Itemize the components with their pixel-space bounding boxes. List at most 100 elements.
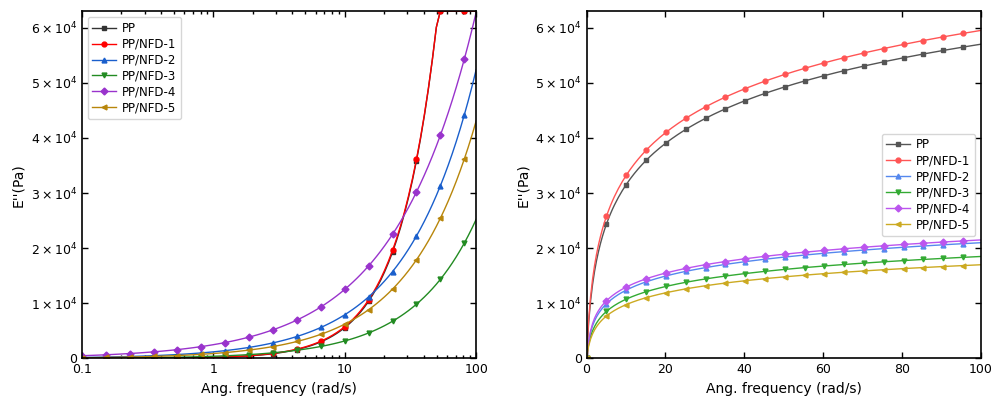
Line: PP/NFD-3: PP/NFD-3	[79, 217, 478, 361]
PP/NFD-1	[434, 9, 446, 13]
X-axis label: Ang. frequency (rad/s): Ang. frequency (rad/s)	[201, 382, 357, 396]
PP/NFD-4	[596, 303, 608, 308]
PP/NFD-1	[151, 356, 163, 361]
PP	[954, 45, 966, 50]
PP	[596, 234, 608, 239]
PP/NFD-3	[449, 254, 461, 259]
Line: PP/NFD-1: PP/NFD-1	[79, 9, 478, 361]
PP/NFD-3	[596, 313, 608, 318]
PP/NFD-2	[685, 268, 697, 273]
PP/NFD-3	[76, 356, 88, 361]
PP/NFD-4	[940, 239, 952, 244]
PP/NFD-4	[279, 323, 291, 328]
Legend: PP, PP/NFD-1, PP/NFD-2, PP/NFD-3, PP/NFD-4, PP/NFD-5: PP, PP/NFD-1, PP/NFD-2, PP/NFD-3, PP/NFD…	[87, 17, 181, 119]
Line: PP/NFD-1: PP/NFD-1	[584, 28, 982, 361]
Line: PP/NFD-2: PP/NFD-2	[79, 67, 478, 360]
Line: PP/NFD-5: PP/NFD-5	[584, 262, 982, 361]
PP/NFD-2	[653, 275, 665, 280]
PP/NFD-3	[685, 279, 697, 284]
PP/NFD-4	[311, 307, 323, 312]
PP/NFD-4	[685, 265, 697, 270]
PP/NFD-4	[974, 238, 986, 243]
Legend: PP, PP/NFD-1, PP/NFD-2, PP/NFD-3, PP/NFD-4, PP/NFD-5: PP, PP/NFD-1, PP/NFD-2, PP/NFD-3, PP/NFD…	[881, 133, 974, 236]
PP/NFD-3	[151, 355, 163, 360]
PP/NFD-5	[940, 264, 952, 269]
PP/NFD-4	[449, 85, 461, 90]
PP/NFD-1	[685, 112, 697, 117]
PP/NFD-4	[469, 10, 481, 15]
PP/NFD-1	[596, 227, 608, 232]
PP/NFD-2	[596, 306, 608, 311]
Line: PP: PP	[79, 9, 478, 361]
PP/NFD-2	[279, 337, 291, 342]
PP	[653, 145, 665, 150]
PP/NFD-1	[168, 356, 180, 361]
Line: PP/NFD-3: PP/NFD-3	[584, 254, 982, 361]
PP/NFD-3	[940, 256, 952, 260]
PP/NFD-5	[685, 285, 697, 290]
Line: PP/NFD-4: PP/NFD-4	[584, 238, 982, 368]
PP	[168, 356, 180, 361]
PP	[974, 42, 986, 47]
PP/NFD-2	[168, 352, 180, 357]
PP/NFD-2	[580, 356, 592, 361]
PP	[685, 123, 697, 128]
PP	[442, 9, 454, 13]
PP	[940, 47, 952, 52]
PP/NFD-1	[311, 340, 323, 345]
X-axis label: Ang. frequency (rad/s): Ang. frequency (rad/s)	[705, 382, 861, 396]
PP/NFD-2	[974, 240, 986, 245]
PP/NFD-3	[580, 356, 592, 361]
PP/NFD-5	[449, 179, 461, 184]
PP/NFD-3	[438, 272, 450, 277]
PP/NFD-1	[453, 9, 465, 13]
PP	[151, 356, 163, 361]
PP/NFD-3	[469, 217, 481, 222]
PP/NFD-4	[438, 122, 450, 127]
PP/NFD-1	[653, 135, 665, 140]
PP/NFD-5	[76, 355, 88, 360]
PP/NFD-3	[168, 355, 180, 360]
PP/NFD-5	[653, 292, 665, 297]
PP/NFD-2	[940, 242, 952, 247]
PP/NFD-1	[580, 356, 592, 361]
PP/NFD-2	[151, 353, 163, 358]
PP/NFD-2	[311, 327, 323, 332]
PP/NFD-1	[76, 356, 88, 361]
PP/NFD-5	[596, 317, 608, 322]
Line: PP/NFD-2: PP/NFD-2	[584, 240, 982, 361]
PP/NFD-5	[469, 118, 481, 123]
PP/NFD-4	[168, 348, 180, 352]
PP/NFD-4	[580, 363, 592, 368]
PP/NFD-3	[954, 255, 966, 260]
PP/NFD-5	[311, 333, 323, 338]
PP/NFD-2	[449, 139, 461, 144]
PP	[311, 341, 323, 346]
Line: PP: PP	[584, 42, 982, 361]
Y-axis label: E''(Pa): E''(Pa)	[11, 163, 25, 207]
PP/NFD-4	[653, 272, 665, 277]
PP	[469, 9, 481, 13]
PP/NFD-5	[974, 262, 986, 267]
PP/NFD-1	[279, 349, 291, 354]
PP/NFD-2	[469, 67, 481, 72]
PP/NFD-2	[438, 173, 450, 178]
PP/NFD-4	[954, 239, 966, 243]
PP/NFD-5	[151, 354, 163, 359]
PP/NFD-3	[279, 349, 291, 354]
PP/NFD-5	[580, 356, 592, 361]
PP/NFD-1	[954, 31, 966, 36]
PP/NFD-1	[974, 28, 986, 33]
PP/NFD-5	[604, 311, 616, 315]
Line: PP/NFD-4: PP/NFD-4	[79, 10, 478, 358]
Line: PP/NFD-5: PP/NFD-5	[79, 118, 478, 360]
PP	[434, 9, 446, 13]
PP/NFD-1	[442, 9, 454, 13]
PP	[279, 350, 291, 354]
PP/NFD-2	[76, 355, 88, 360]
PP/NFD-1	[940, 34, 952, 39]
PP/NFD-3	[974, 254, 986, 259]
PP	[76, 356, 88, 361]
Y-axis label: E''(Pa): E''(Pa)	[516, 163, 530, 207]
PP/NFD-3	[653, 285, 665, 290]
